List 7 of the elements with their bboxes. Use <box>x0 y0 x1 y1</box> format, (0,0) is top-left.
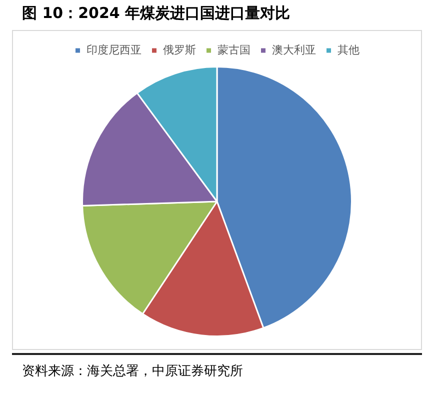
text: 资料来源：海关总署，中原证券研究所 <box>22 363 243 380</box>
chart-title: 图 10：2024 年煤炭进口国进口量对比 <box>22 4 290 23</box>
legend-label: 澳大利亚 <box>272 43 316 56</box>
legend-label: 印度尼西亚 <box>86 43 142 56</box>
legend-label: 其他 <box>337 43 360 56</box>
legend-label: 蒙古国 <box>217 43 250 56</box>
legend-label: 俄罗斯 <box>162 43 196 56</box>
